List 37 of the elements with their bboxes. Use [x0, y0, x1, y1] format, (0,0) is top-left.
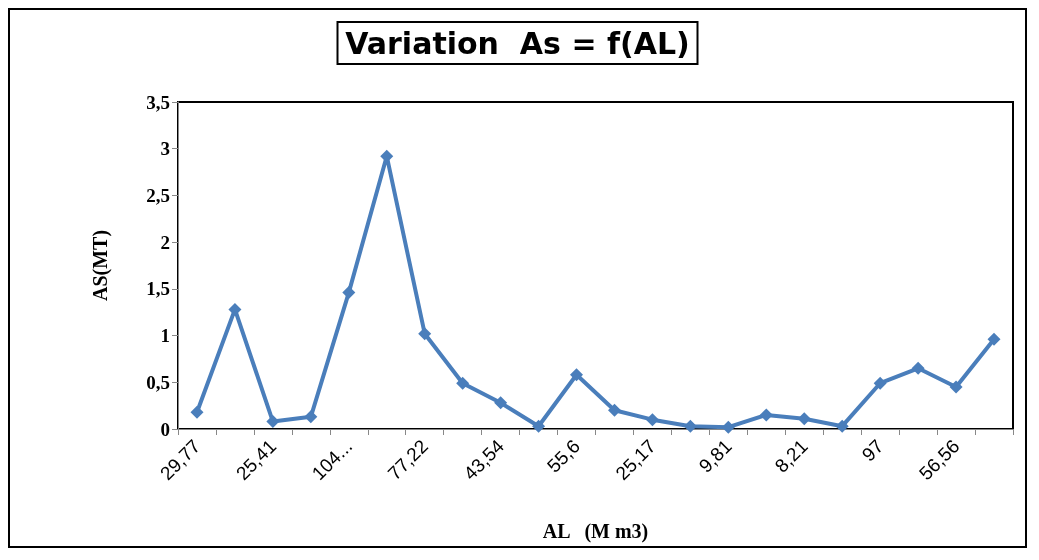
y-tick-label: 2 [160, 231, 170, 253]
point [873, 376, 887, 390]
point [190, 405, 204, 419]
x-tick-label: 55,6 [542, 435, 584, 477]
point [911, 361, 925, 375]
point [266, 415, 280, 429]
point [228, 302, 242, 316]
y-tick-label: 3,5 [146, 91, 170, 113]
x-axis-title: AL (M m3) [542, 520, 649, 543]
point [987, 332, 1001, 346]
point [304, 410, 318, 424]
point [570, 368, 584, 382]
point [532, 419, 546, 433]
point [418, 327, 432, 341]
point [380, 149, 394, 163]
y-tick-label: 2,5 [146, 184, 170, 206]
y-axis-title: AS(MT) [89, 229, 112, 302]
y-tick-label: 1 [160, 325, 170, 347]
point [797, 412, 811, 426]
x-tick-label: 97 [857, 435, 888, 466]
point [835, 419, 849, 433]
y-tick-label: 0,5 [146, 371, 170, 393]
x-tick-label: 9,81 [694, 435, 736, 477]
point [456, 376, 470, 390]
point [949, 380, 963, 394]
point [759, 408, 773, 422]
point [494, 396, 508, 410]
point [721, 420, 735, 434]
y-tick-label: 3 [160, 138, 170, 160]
point [342, 286, 356, 300]
point [683, 419, 697, 433]
x-tick-label: 8,21 [770, 435, 812, 477]
point [607, 403, 621, 417]
y-tick-label: 1,5 [146, 278, 170, 300]
chart-title: Variation As = f(AL) [345, 25, 690, 61]
y-tick-label: 0 [160, 418, 170, 440]
point [645, 413, 659, 427]
